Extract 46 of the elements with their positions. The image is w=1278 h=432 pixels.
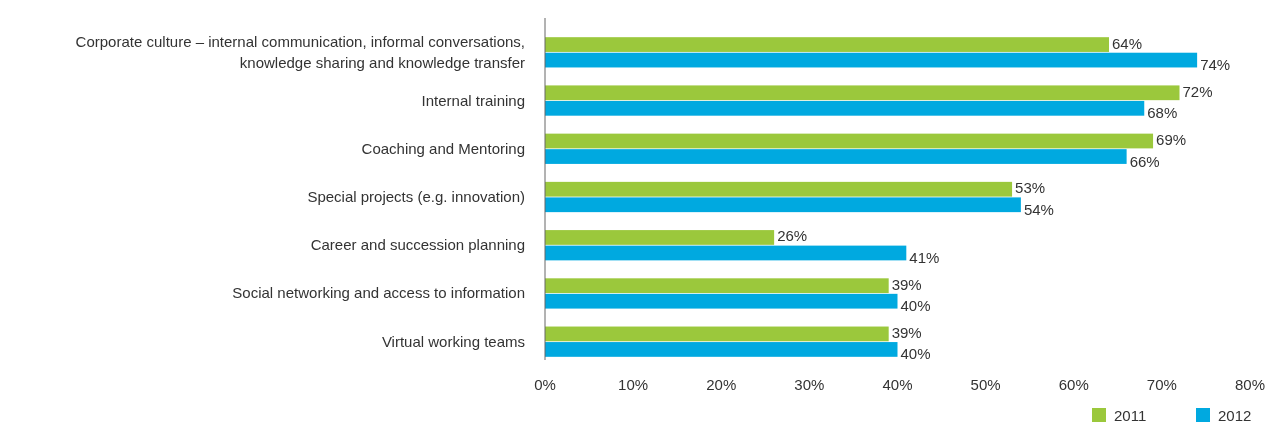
data-label: 40% — [900, 297, 931, 315]
x-tick-label: 70% — [1146, 376, 1177, 393]
bar — [545, 278, 889, 294]
data-label: 41% — [909, 248, 940, 266]
legend-label: 2012 — [1218, 407, 1252, 424]
data-label: 39% — [891, 275, 922, 293]
bar — [545, 293, 898, 309]
y-tick-label: Corporate culture – internal communication, informal conversations, knowledge sharing and knowledge transfer — [75, 32, 525, 71]
legend-label: 2011 — [1114, 407, 1147, 424]
x-tick-label: 60% — [1058, 376, 1089, 393]
bar — [545, 85, 1180, 101]
bar — [545, 326, 889, 342]
x-tick-label: 0% — [534, 376, 556, 393]
data-label: 66% — [1129, 152, 1160, 170]
data-label: 68% — [1147, 104, 1178, 122]
x-tick-label: 30% — [794, 376, 825, 393]
y-tick-label: Virtual working teams — [381, 332, 525, 350]
y-tick-label: Special projects (e.g. innovation) — [307, 188, 525, 205]
x-tick-label: 40% — [882, 376, 913, 393]
bar — [545, 133, 1154, 149]
x-tick-label: 80% — [1234, 376, 1266, 393]
data-label: 64% — [1112, 34, 1143, 52]
y-tick-label: Internal training — [421, 91, 525, 109]
x-tick-label: 50% — [970, 376, 1001, 393]
x-tick-label: 20% — [706, 376, 737, 393]
y-tick-label: Career and succession planning — [310, 236, 525, 254]
bar — [545, 37, 1109, 52]
bar — [545, 197, 1021, 213]
bar — [545, 245, 907, 261]
data-label: 54% — [1023, 200, 1054, 218]
x-tick-label: 10% — [618, 376, 649, 393]
data-label: 69% — [1156, 130, 1187, 148]
data-label: 53% — [1015, 179, 1046, 197]
data-label: 72% — [1182, 82, 1213, 100]
bar — [545, 52, 1198, 68]
y-tick-label: Coaching and Mentoring — [361, 139, 525, 157]
bar — [545, 149, 1127, 164]
data-label: 40% — [900, 345, 931, 363]
bar — [545, 342, 898, 357]
bar — [545, 181, 1013, 197]
data-label: 39% — [891, 323, 922, 341]
bar — [545, 230, 775, 245]
bar — [545, 100, 1145, 116]
data-label: 74% — [1200, 56, 1231, 74]
data-label: 26% — [777, 227, 808, 245]
y-tick-label: Social networking and access to information — [232, 284, 525, 302]
